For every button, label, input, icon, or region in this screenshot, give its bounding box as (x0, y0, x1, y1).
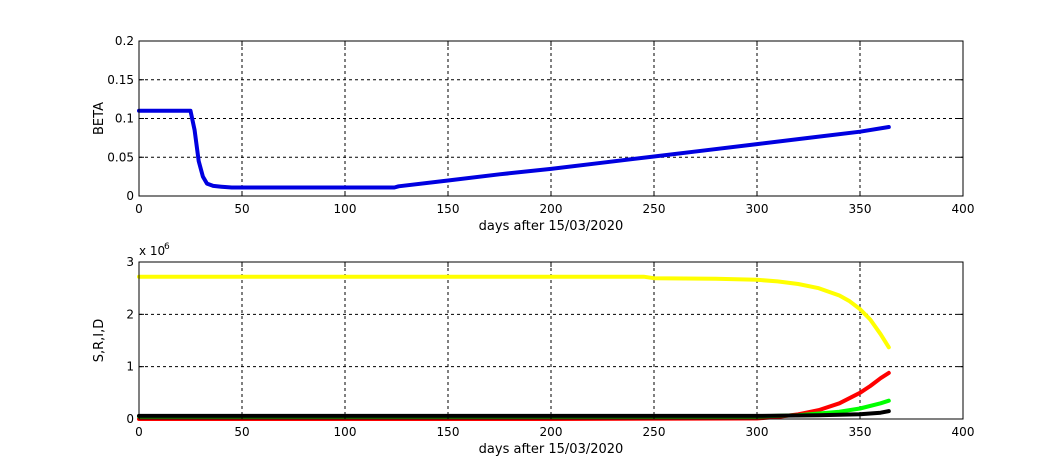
y-multiplier-exponent: 6 (164, 242, 170, 252)
x-axis-label: days after 15/03/2020 (479, 442, 624, 457)
x-tick-label: 350 (849, 425, 872, 439)
x-tick-label: 50 (234, 202, 249, 216)
beta-chart: 0 50 100 150 200 250 300 350 400 0 0.05 0.1 0.15 0.2 d… (92, 34, 974, 234)
srid-chart: 0 50 100 150 200 250 300 350 400 0 1 2 3 days after 1… (92, 242, 974, 457)
x-tick-label: 200 (540, 425, 563, 439)
series-line-1 (137, 370, 891, 421)
x-tick-label: 100 (334, 425, 357, 439)
y-tick-label: 0.2 (115, 34, 134, 48)
plot-frame (138, 40, 964, 197)
y-tick-label: 0.05 (107, 150, 134, 164)
y-tick-label: 3 (126, 255, 134, 269)
x-tick-label: 250 (643, 202, 666, 216)
series-line-0 (137, 108, 891, 190)
series-line-3 (137, 409, 891, 418)
x-tick-label: 300 (746, 425, 769, 439)
y-tick-label: 2 (126, 307, 134, 321)
y-axis-label: S,R,I,D (92, 319, 107, 363)
x-tick-label: 0 (135, 202, 143, 216)
x-tick-label: 400 (952, 425, 975, 439)
y-multiplier-label: x 10 (139, 244, 165, 258)
y-tick-label: 1 (126, 360, 134, 374)
x-tick-label: 400 (952, 202, 975, 216)
x-tick-label: 250 (643, 425, 666, 439)
x-tick-label: 50 (234, 425, 249, 439)
y-tick-label: 0 (126, 412, 134, 426)
series-line-0 (137, 274, 891, 350)
y-tick-label: 0 (126, 189, 134, 203)
x-tick-label: 0 (135, 425, 143, 439)
x-tick-label: 200 (540, 202, 563, 216)
x-axis-label: days after 15/03/2020 (479, 219, 624, 234)
y-tick-label: 0.1 (115, 112, 134, 126)
x-tick-label: 350 (849, 202, 872, 216)
x-tick-label: 150 (437, 425, 460, 439)
y-axis-label: BETA (92, 102, 107, 135)
x-tick-label: 150 (437, 202, 460, 216)
x-tick-label: 300 (746, 202, 769, 216)
y-tick-label: 0.15 (107, 73, 134, 87)
x-tick-label: 100 (334, 202, 357, 216)
